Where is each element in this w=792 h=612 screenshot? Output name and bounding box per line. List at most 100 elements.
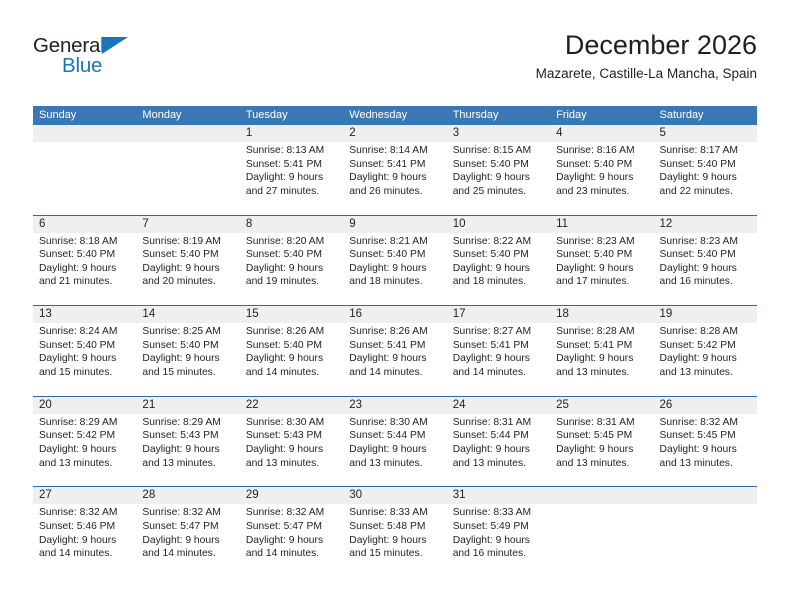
dow-saturday: Saturday	[659, 109, 704, 121]
calendar-day-cell-10[interactable]: 10 Sunrise: 8:22 AM Sunset: 5:40 PM Dayl…	[447, 216, 550, 306]
day-number-band	[33, 487, 757, 505]
calendar-day-cell-21[interactable]: 21 Sunrise: 8:29 AM Sunset: 5:43 PM Dayl…	[136, 397, 239, 487]
calendar-day-cell-6[interactable]: 6 Sunrise: 8:18 AM Sunset: 5:40 PM Dayli…	[33, 216, 136, 306]
sunset-text: Sunset: 5:41 PM	[349, 339, 426, 351]
sunrise-text: Sunrise: 8:32 AM	[245, 507, 325, 519]
daylight-text-line1: Daylight: 9 hours	[659, 443, 737, 455]
daylight-text-line2: and 14 minutes.	[245, 548, 320, 560]
calendar-day-cell-26[interactable]: 26 Sunrise: 8:32 AM Sunset: 5:45 PM Dayl…	[654, 397, 757, 487]
day-number: 18	[556, 308, 569, 321]
daylight-text-line2: and 21 minutes.	[39, 276, 113, 288]
daylight-text-line2: and 13 minutes.	[39, 457, 113, 469]
day-details: Sunrise: 8:31 AM Sunset: 5:44 PM Dayligh…	[453, 416, 550, 470]
calendar-day-cell-19[interactable]: 19 Sunrise: 8:28 AM Sunset: 5:42 PM Dayl…	[654, 306, 757, 396]
sunset-text: Sunset: 5:41 PM	[245, 158, 322, 170]
calendar-day-cell-1[interactable]: 1 Sunrise: 8:13 AM Sunset: 5:41 PM Dayli…	[240, 125, 343, 215]
triangle-icon	[102, 37, 128, 54]
calendar-week-cells: 1 Sunrise: 8:13 AM Sunset: 5:41 PM Dayli…	[33, 125, 757, 215]
day-number: 5	[659, 127, 666, 139]
daylight-text-line1: Daylight: 9 hours	[349, 534, 427, 546]
calendar-day-cell-8[interactable]: 8 Sunrise: 8:20 AM Sunset: 5:40 PM Dayli…	[240, 216, 343, 306]
day-number: 31	[452, 489, 466, 502]
calendar-day-cell-30[interactable]: 30 Sunrise: 8:33 AM Sunset: 5:48 PM Dayl…	[343, 487, 446, 577]
sunset-text: Sunset: 5:44 PM	[452, 430, 529, 442]
daylight-text-line2: and 14 minutes.	[452, 366, 526, 378]
sunset-text: Sunset: 5:44 PM	[349, 430, 426, 442]
day-number: 27	[39, 489, 52, 502]
calendar-day-cell-25[interactable]: 25 Sunrise: 8:31 AM Sunset: 5:45 PM Dayl…	[550, 397, 653, 487]
calendar-day-cell-13[interactable]: 13 Sunrise: 8:24 AM Sunset: 5:40 PM Dayl…	[33, 306, 136, 396]
calendar-day-cell-5[interactable]: 5 Sunrise: 8:17 AM Sunset: 5:40 PM Dayli…	[654, 125, 757, 215]
day-number: 14	[142, 308, 156, 321]
sunrise-text: Sunrise: 8:31 AM	[452, 416, 532, 428]
generalblue-logo[interactable]: General Blue	[33, 34, 213, 86]
sunrise-text: Sunrise: 8:20 AM	[245, 235, 325, 247]
day-number: 21	[142, 398, 156, 411]
sunset-text: Sunset: 5:46 PM	[39, 520, 116, 532]
sunrise-text: Sunrise: 8:26 AM	[349, 326, 428, 338]
sunset-text: Sunset: 5:40 PM	[245, 249, 322, 261]
daylight-text-line1: Daylight: 9 hours	[556, 443, 634, 455]
calendar-day-cell-20[interactable]: 20 Sunrise: 8:29 AM Sunset: 5:42 PM Dayl…	[33, 397, 136, 487]
calendar-day-cell-empty	[33, 125, 136, 215]
sunrise-text: Sunrise: 8:18 AM	[39, 235, 118, 247]
sunrise-text: Sunrise: 8:30 AM	[349, 416, 428, 428]
calendar-day-cell-15[interactable]: 15 Sunrise: 8:26 AM Sunset: 5:40 PM Dayl…	[240, 306, 343, 396]
sunrise-text: Sunrise: 8:21 AM	[349, 235, 428, 247]
calendar-week-row-5: 27 Sunrise: 8:32 AM Sunset: 5:46 PM Dayl…	[33, 486, 757, 577]
calendar-grid: Sunday Monday Tuesday Wednesday Thursday…	[33, 106, 757, 577]
calendar-day-cell-2[interactable]: 2 Sunrise: 8:14 AM Sunset: 5:41 PM Dayli…	[343, 125, 446, 215]
calendar-day-cell-3[interactable]: 3 Sunrise: 8:15 AM Sunset: 5:40 PM Dayli…	[447, 125, 550, 215]
day-number: 1	[245, 127, 253, 139]
day-number: 16	[349, 308, 363, 321]
day-number: 4	[556, 127, 563, 139]
calendar-day-cell-27[interactable]: 27 Sunrise: 8:32 AM Sunset: 5:46 PM Dayl…	[33, 487, 136, 577]
daylight-text-line2: and 23 minutes.	[556, 185, 630, 197]
day-details: Sunrise: 8:32 AM Sunset: 5:45 PM Dayligh…	[660, 416, 757, 470]
calendar-day-cell-7[interactable]: 7 Sunrise: 8:19 AM Sunset: 5:40 PM Dayli…	[136, 216, 239, 306]
sunrise-text: Sunrise: 8:27 AM	[452, 326, 532, 338]
calendar-day-cell-28[interactable]: 28 Sunrise: 8:32 AM Sunset: 5:47 PM Dayl…	[136, 487, 239, 577]
day-number	[39, 125, 136, 142]
calendar-day-cell-29[interactable]: 29 Sunrise: 8:32 AM Sunset: 5:47 PM Dayl…	[240, 487, 343, 577]
daylight-text-line2: and 14 minutes.	[39, 548, 113, 560]
dow-thursday: Thursday	[452, 109, 499, 121]
calendar-day-cell-18[interactable]: 18 Sunrise: 8:28 AM Sunset: 5:41 PM Dayl…	[550, 306, 653, 396]
day-details: Sunrise: 8:21 AM Sunset: 5:40 PM Dayligh…	[349, 235, 446, 289]
sunset-text: Sunset: 5:40 PM	[142, 249, 219, 261]
calendar-day-cell-14[interactable]: 14 Sunrise: 8:25 AM Sunset: 5:40 PM Dayl…	[136, 306, 239, 396]
day-number: 11	[556, 217, 569, 230]
sunset-text: Sunset: 5:40 PM	[659, 249, 736, 261]
calendar-day-cell-31[interactable]: 31 Sunrise: 8:33 AM Sunset: 5:49 PM Dayl…	[447, 487, 550, 577]
sunrise-text: Sunrise: 8:17 AM	[659, 145, 738, 156]
daylight-text-line1: Daylight: 9 hours	[349, 262, 427, 274]
day-details: Sunrise: 8:29 AM Sunset: 5:42 PM Dayligh…	[39, 416, 136, 470]
calendar-week-cells: 13 Sunrise: 8:24 AM Sunset: 5:40 PM Dayl…	[33, 306, 757, 396]
calendar-day-cell-4[interactable]: 4 Sunrise: 8:16 AM Sunset: 5:40 PM Dayli…	[550, 125, 653, 215]
sunrise-text: Sunrise: 8:33 AM	[452, 507, 532, 519]
calendar-day-cell-12[interactable]: 12 Sunrise: 8:23 AM Sunset: 5:40 PM Dayl…	[654, 216, 757, 306]
calendar-day-cell-23[interactable]: 23 Sunrise: 8:30 AM Sunset: 5:44 PM Dayl…	[343, 397, 446, 487]
sunset-text: Sunset: 5:40 PM	[39, 339, 116, 351]
daylight-text-line1: Daylight: 9 hours	[659, 172, 737, 184]
calendar-day-cell-17[interactable]: 17 Sunrise: 8:27 AM Sunset: 5:41 PM Dayl…	[447, 306, 550, 396]
sunrise-text: Sunrise: 8:15 AM	[452, 145, 532, 156]
calendar-day-cell-empty	[550, 487, 653, 577]
day-number: 30	[349, 489, 363, 502]
calendar-day-cell-22[interactable]: 22 Sunrise: 8:30 AM Sunset: 5:43 PM Dayl…	[240, 397, 343, 487]
day-details: Sunrise: 8:13 AM Sunset: 5:41 PM Dayligh…	[246, 144, 343, 198]
calendar-day-cell-16[interactable]: 16 Sunrise: 8:26 AM Sunset: 5:41 PM Dayl…	[343, 306, 446, 396]
sunrise-text: Sunrise: 8:29 AM	[39, 416, 118, 428]
calendar-day-cell-9[interactable]: 9 Sunrise: 8:21 AM Sunset: 5:40 PM Dayli…	[343, 216, 446, 306]
daylight-text-line1: Daylight: 9 hours	[142, 262, 220, 274]
daylight-text-line2: and 14 minutes.	[142, 548, 216, 560]
day-details: Sunrise: 8:33 AM Sunset: 5:48 PM Dayligh…	[349, 506, 446, 560]
day-details: Sunrise: 8:25 AM Sunset: 5:40 PM Dayligh…	[142, 325, 239, 379]
calendar-day-cell-11[interactable]: 11 Sunrise: 8:23 AM Sunset: 5:40 PM Dayl…	[550, 216, 653, 306]
sunrise-text: Sunrise: 8:32 AM	[659, 416, 738, 428]
day-details: Sunrise: 8:24 AM Sunset: 5:40 PM Dayligh…	[39, 325, 136, 379]
calendar-week-cells: 20 Sunrise: 8:29 AM Sunset: 5:42 PM Dayl…	[33, 397, 757, 487]
daylight-text-line1: Daylight: 9 hours	[452, 172, 530, 184]
daylight-text-line1: Daylight: 9 hours	[349, 172, 427, 184]
calendar-day-cell-24[interactable]: 24 Sunrise: 8:31 AM Sunset: 5:44 PM Dayl…	[447, 397, 550, 487]
